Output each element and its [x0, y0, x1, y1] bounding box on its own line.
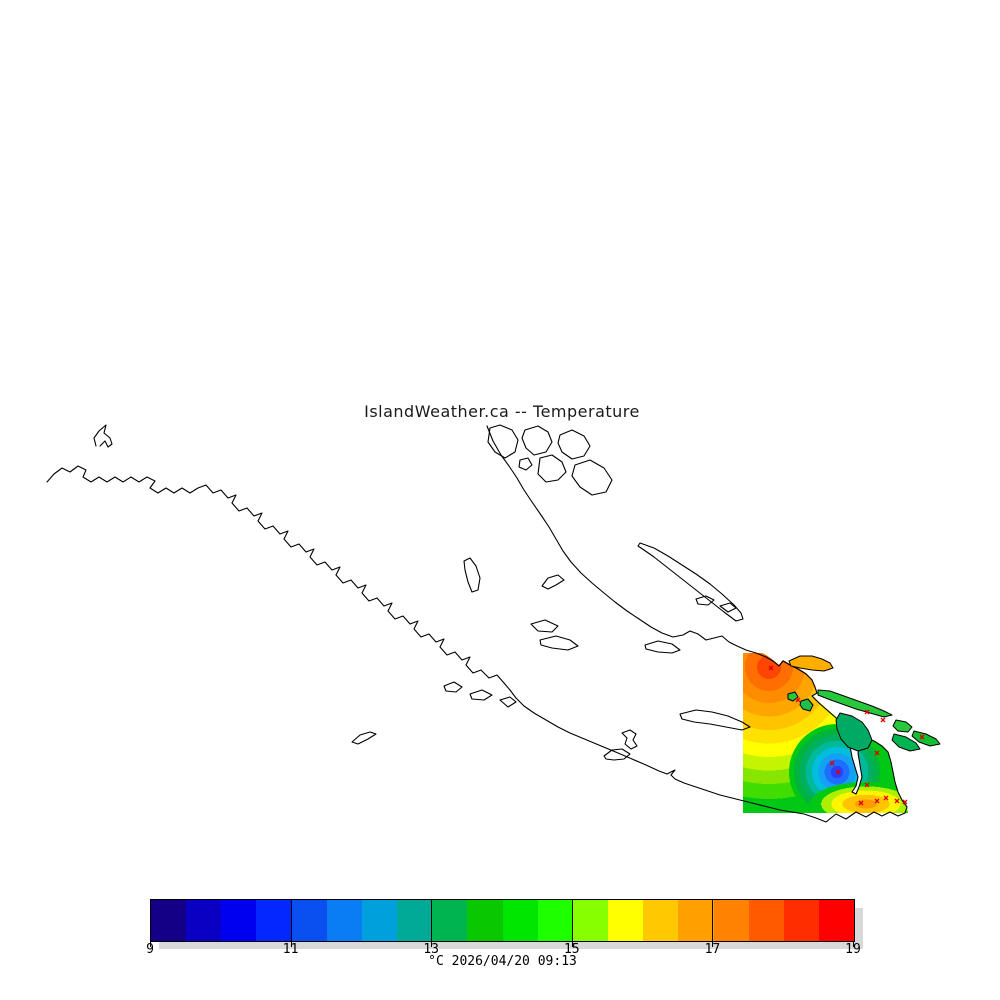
colorbar-segment [221, 900, 257, 941]
colorbar-tickline [290, 899, 292, 942]
colorbar-segment [537, 900, 573, 941]
station-marker-icon [829, 760, 835, 766]
colorbar-segment [502, 900, 538, 941]
station-marker-icon [864, 709, 870, 715]
colorbar-segment [572, 900, 609, 941]
colorbar-tickstub [290, 941, 292, 947]
colorbar-tick-label: 15 [563, 942, 580, 957]
colorbar-tickstub [150, 941, 151, 947]
strait-islands-outlines [351, 542, 751, 761]
colorbar-segment [678, 900, 714, 941]
discovery-islands-outlines [487, 424, 613, 496]
colorbar-tickline [571, 899, 573, 942]
station-marker-icon [864, 782, 870, 788]
temperature-colorbar [150, 899, 855, 942]
colorbar-segment [361, 900, 398, 941]
colorbar-tickline [712, 899, 714, 942]
colorbar-tickstub [853, 941, 854, 947]
station-marker-icon [874, 750, 880, 756]
station-marker-icon [795, 697, 801, 703]
colorbar-segment [818, 900, 855, 941]
colorbar-segment [713, 900, 749, 941]
colorbar-caption: °C 2026/04/20 09:13 [428, 954, 577, 969]
colorbar-tick-label: 9 [146, 942, 154, 957]
temperature-fill-region [743, 653, 908, 813]
colorbar-tickstub [712, 941, 714, 947]
colorbar-segment [397, 900, 433, 941]
station-markers [768, 665, 925, 806]
colorbar-segment [432, 900, 468, 941]
colorbar-segment [608, 900, 644, 941]
colorbar-tick-label: 13 [423, 942, 440, 957]
colorbar-segment [256, 900, 292, 941]
station-marker-icon [768, 665, 774, 671]
station-marker-icon [902, 799, 908, 805]
station-marker-icon [874, 798, 880, 804]
colorbar-segment [643, 900, 679, 941]
map-title: IslandWeather.ca -- Temperature [364, 402, 640, 421]
colorbar-tickstub [431, 941, 433, 947]
colorbar-segment [326, 900, 362, 941]
colorbar-segment [291, 900, 327, 941]
coast-fragment-nw [93, 424, 113, 448]
station-marker-icon [880, 717, 886, 723]
colorbar-tick-label: 11 [282, 942, 299, 957]
station-marker-icon [883, 795, 889, 801]
vancouver-island-coastline [46, 425, 908, 823]
colorbar-segment [467, 900, 503, 941]
colorbar-tick-label: 17 [704, 942, 721, 957]
station-marker-icon [858, 800, 864, 806]
colorbar-tick-label: 19 [845, 942, 861, 957]
station-marker-icon [835, 769, 841, 775]
colorbar-segment [783, 900, 819, 941]
station-marker-icon [894, 798, 900, 804]
station-marker-icon [919, 734, 925, 740]
colorbar-segment [151, 900, 187, 941]
colorbar-segment [748, 900, 784, 941]
colorbar-segment [186, 900, 222, 941]
colorbar-tickline [431, 899, 433, 942]
colorbar-tickstub [571, 941, 573, 947]
south-warm-contours [810, 782, 908, 813]
gulf-islands-filled [787, 655, 941, 752]
